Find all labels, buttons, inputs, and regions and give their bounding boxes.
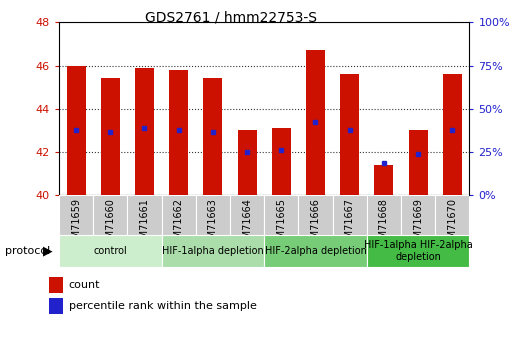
Bar bbox=[230, 195, 264, 235]
Bar bbox=[435, 195, 469, 235]
Text: ▶: ▶ bbox=[43, 245, 52, 257]
Bar bbox=[332, 195, 367, 235]
Text: GSM71665: GSM71665 bbox=[277, 198, 286, 251]
Bar bbox=[374, 165, 393, 195]
Bar bbox=[196, 195, 230, 235]
Text: GSM71663: GSM71663 bbox=[208, 198, 218, 251]
Text: protocol: protocol bbox=[5, 246, 50, 256]
Text: GSM71660: GSM71660 bbox=[105, 198, 115, 251]
Bar bbox=[238, 130, 256, 195]
Bar bbox=[409, 130, 427, 195]
Text: GDS2761 / hmm22753-S: GDS2761 / hmm22753-S bbox=[145, 10, 318, 24]
Text: HIF-1alpha depletion: HIF-1alpha depletion bbox=[162, 246, 264, 256]
Text: GSM71661: GSM71661 bbox=[140, 198, 149, 251]
Bar bbox=[367, 235, 469, 267]
Text: HIF-1alpha HIF-2alpha
depletion: HIF-1alpha HIF-2alpha depletion bbox=[364, 240, 472, 262]
Bar bbox=[264, 235, 367, 267]
Text: GSM71666: GSM71666 bbox=[310, 198, 321, 251]
Bar bbox=[367, 195, 401, 235]
Bar bbox=[340, 74, 359, 195]
Text: GSM71664: GSM71664 bbox=[242, 198, 252, 251]
Text: GSM71662: GSM71662 bbox=[174, 198, 184, 251]
Bar bbox=[49, 298, 63, 314]
Text: GSM71670: GSM71670 bbox=[447, 198, 457, 251]
Bar bbox=[299, 195, 332, 235]
Bar bbox=[162, 235, 264, 267]
Bar bbox=[59, 195, 93, 235]
Bar bbox=[169, 70, 188, 195]
Text: GSM71669: GSM71669 bbox=[413, 198, 423, 251]
Text: GSM71659: GSM71659 bbox=[71, 198, 81, 251]
Bar bbox=[49, 277, 63, 293]
Bar bbox=[59, 235, 162, 267]
Text: count: count bbox=[69, 280, 100, 290]
Bar bbox=[67, 66, 86, 195]
Text: control: control bbox=[93, 246, 127, 256]
Bar bbox=[401, 195, 435, 235]
Text: GSM71668: GSM71668 bbox=[379, 198, 389, 251]
Bar bbox=[101, 79, 120, 195]
Bar bbox=[443, 74, 462, 195]
Bar bbox=[272, 128, 291, 195]
Bar bbox=[127, 195, 162, 235]
Bar bbox=[135, 68, 154, 195]
Bar bbox=[306, 50, 325, 195]
Text: GSM71667: GSM71667 bbox=[345, 198, 354, 251]
Text: percentile rank within the sample: percentile rank within the sample bbox=[69, 301, 256, 311]
Bar bbox=[204, 79, 222, 195]
Bar bbox=[93, 195, 127, 235]
Bar bbox=[162, 195, 196, 235]
Text: HIF-2alpha depletion: HIF-2alpha depletion bbox=[265, 246, 366, 256]
Bar bbox=[264, 195, 299, 235]
